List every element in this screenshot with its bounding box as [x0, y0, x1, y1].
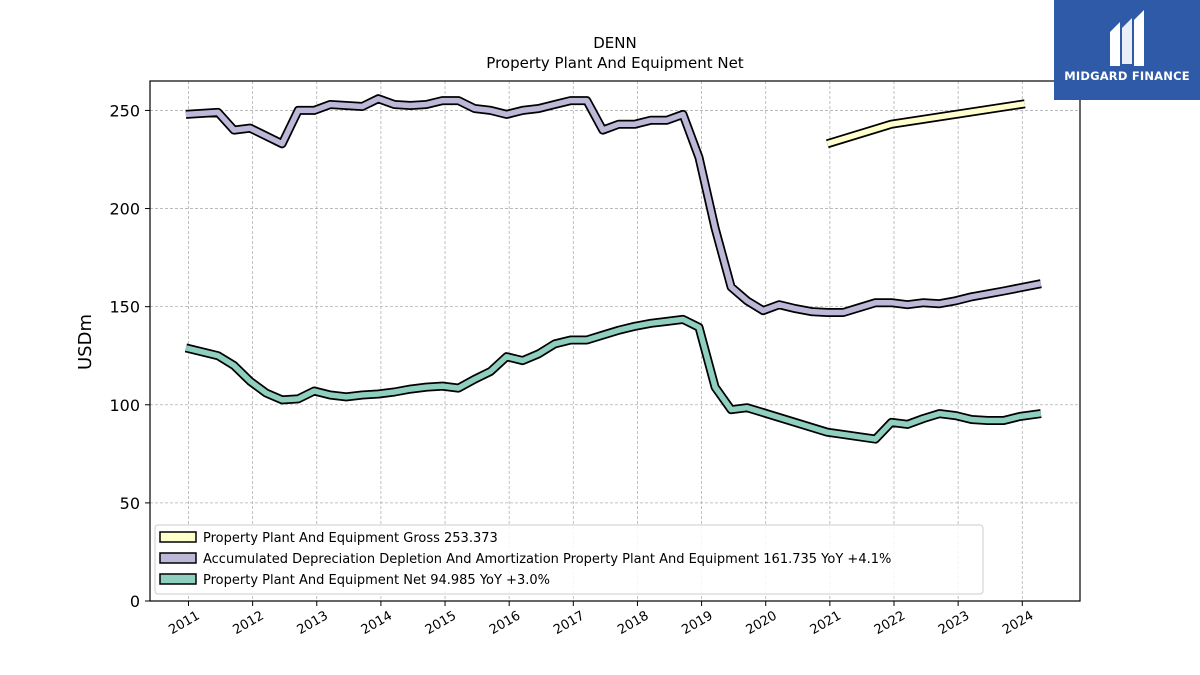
y-tick-label: 100 [109, 396, 140, 415]
y-tick-label: 0 [130, 592, 140, 611]
legend: Property Plant And Equipment Gross 253.3… [154, 524, 984, 595]
y-tick-label: 250 [109, 101, 140, 120]
legend-box [154, 524, 984, 595]
y-tick-label: 50 [120, 494, 140, 513]
series-layer [184, 94, 1042, 444]
x-tick-label: 2023 [936, 608, 972, 638]
logo-text: MIDGARD FINANCE [1064, 69, 1190, 83]
x-tick-label: 2018 [615, 608, 651, 638]
grid [150, 81, 1080, 602]
legend-swatch [159, 531, 197, 543]
legend-swatch [159, 552, 197, 564]
series-line [185, 316, 1042, 442]
plot-frame [149, 80, 1081, 602]
y-ticks: 0 50 100 150 200 250 [109, 101, 150, 611]
series-line-outline [185, 94, 1042, 317]
x-tick-label: 2020 [744, 608, 780, 638]
y-axis-label: USDm [75, 314, 96, 370]
y-tick-label: 200 [109, 200, 140, 219]
x-tick-label: 2017 [551, 608, 587, 638]
midgard-finance-logo: MIDGARD FINANCE [1054, 0, 1200, 100]
x-tick-label: 2024 [1000, 608, 1036, 638]
legend-swatch [159, 573, 197, 585]
x-tick-label: 2022 [872, 608, 908, 638]
x-tick-label: 2014 [359, 608, 395, 638]
legend-label: Property Plant And Equipment Gross 253.3… [203, 531, 498, 546]
series-line [826, 101, 1026, 147]
x-ticks: 2011 2012 2013 2014 2015 2016 2017 2018 2019 2020… [166, 601, 1036, 638]
y-tick-label: 150 [109, 298, 140, 317]
x-tick-label: 2016 [487, 608, 523, 638]
x-tick-label: 2015 [423, 608, 459, 638]
series-line [185, 95, 1042, 316]
x-tick-label: 2021 [808, 608, 844, 638]
logo-mark-icon [1110, 10, 1144, 66]
x-tick-label: 2012 [230, 608, 266, 638]
x-tick-label: 2019 [679, 608, 715, 638]
legend-label: Property Plant And Equipment Net 94.985 … [203, 573, 550, 588]
chart-subtitle: Property Plant And Equipment Net [486, 54, 743, 72]
legend-label: Accumulated Depreciation Depletion And A… [203, 552, 891, 567]
chart-title: DENN [593, 34, 636, 52]
x-tick-label: 2013 [295, 608, 331, 638]
x-tick-label: 2011 [166, 608, 202, 638]
